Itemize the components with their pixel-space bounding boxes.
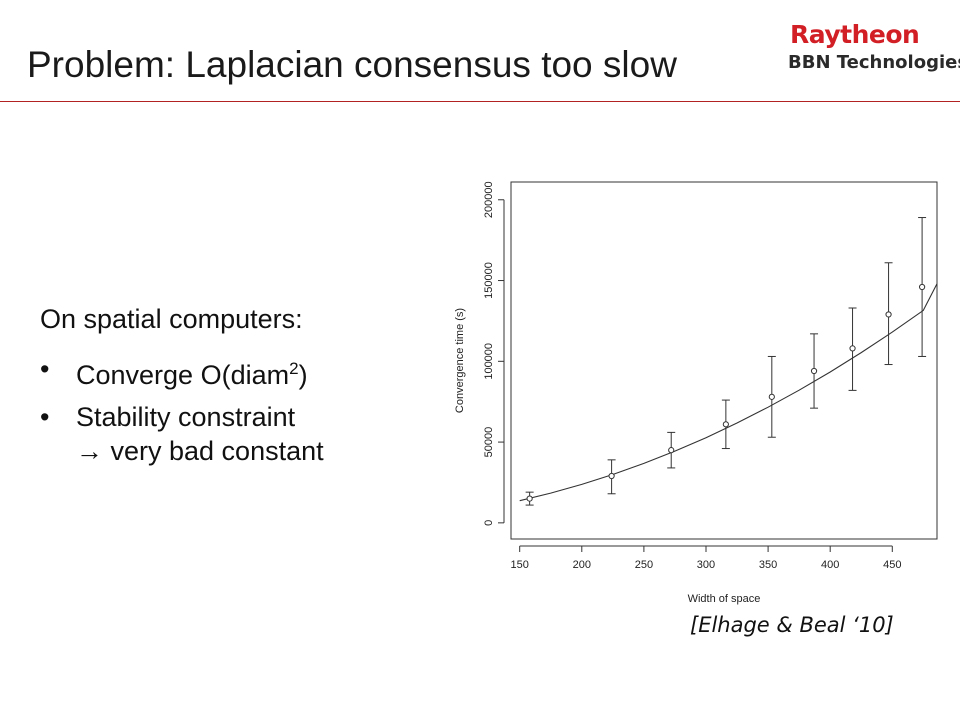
data-point — [810, 367, 818, 375]
continuation-text: very bad constant — [103, 436, 324, 466]
bullet-continuation: → very bad constant — [76, 434, 324, 468]
body-heading: On spatial computers: — [40, 304, 303, 334]
y-tick-label: 50000 — [483, 427, 495, 458]
chart-container: 150 200 250 300 350 400 450 0 50000 100000 150000 2… — [452, 145, 938, 615]
fit-curve-line — [519, 283, 938, 502]
logo-division: BBN Technologies — [788, 52, 960, 73]
title-divider — [0, 101, 960, 102]
convergence-chart: 150 200 250 300 350 400 450 0 50000 100000 150000 2… — [454, 181, 938, 605]
y-tick-label: 0 — [483, 520, 495, 526]
bullet-suffix: ) — [298, 360, 308, 390]
slide-title: Problem: Laplacian consensus too slow — [27, 44, 677, 85]
company-logo: Raytheon BBN Technologies — [784, 20, 960, 80]
bullet-item-stability: • Stability constraint → very bad consta… — [40, 400, 324, 468]
x-axis-label: Width of space — [688, 593, 761, 605]
x-tick-label: 400 — [821, 559, 839, 571]
y-tick-label: 150000 — [483, 262, 495, 299]
data-point — [768, 393, 775, 400]
bullet-item-convergence: • Converge O(diam2) — [40, 352, 324, 392]
citation: [Elhage & Beal ‘10] — [690, 613, 894, 637]
x-tick-label: 250 — [635, 559, 653, 571]
bullet-text: Stability constraint — [76, 402, 296, 432]
y-axis-label: Convergence time (s) — [454, 308, 466, 413]
x-tick-label: 300 — [697, 559, 715, 571]
bullet-text: Converge O(diam — [76, 360, 290, 390]
data-point — [668, 447, 675, 454]
slide-body: On spatial computers: • Converge O(diam2… — [40, 304, 324, 476]
data-point — [608, 472, 615, 480]
data-point — [885, 311, 892, 318]
x-tick-label: 450 — [883, 559, 901, 571]
x-tick-label: 150 — [511, 559, 529, 571]
x-tick-label: 200 — [573, 559, 591, 571]
data-point — [526, 495, 533, 502]
bullet-marker: • — [40, 402, 50, 432]
bullet-superscript: 2 — [289, 359, 299, 378]
bullet-list: • Converge O(diam2) • Stability constrai… — [40, 352, 324, 468]
data-point — [918, 283, 926, 291]
data-point — [722, 421, 729, 428]
logo-brand: Raytheon — [790, 20, 920, 49]
data-point — [849, 345, 856, 352]
bullet-marker: • — [40, 354, 50, 384]
x-tick-label: 350 — [759, 559, 777, 571]
plot-frame — [510, 181, 938, 540]
y-tick-label: 200000 — [483, 181, 495, 218]
right-arrow-icon: → — [76, 436, 103, 466]
y-tick-label: 100000 — [483, 343, 495, 380]
